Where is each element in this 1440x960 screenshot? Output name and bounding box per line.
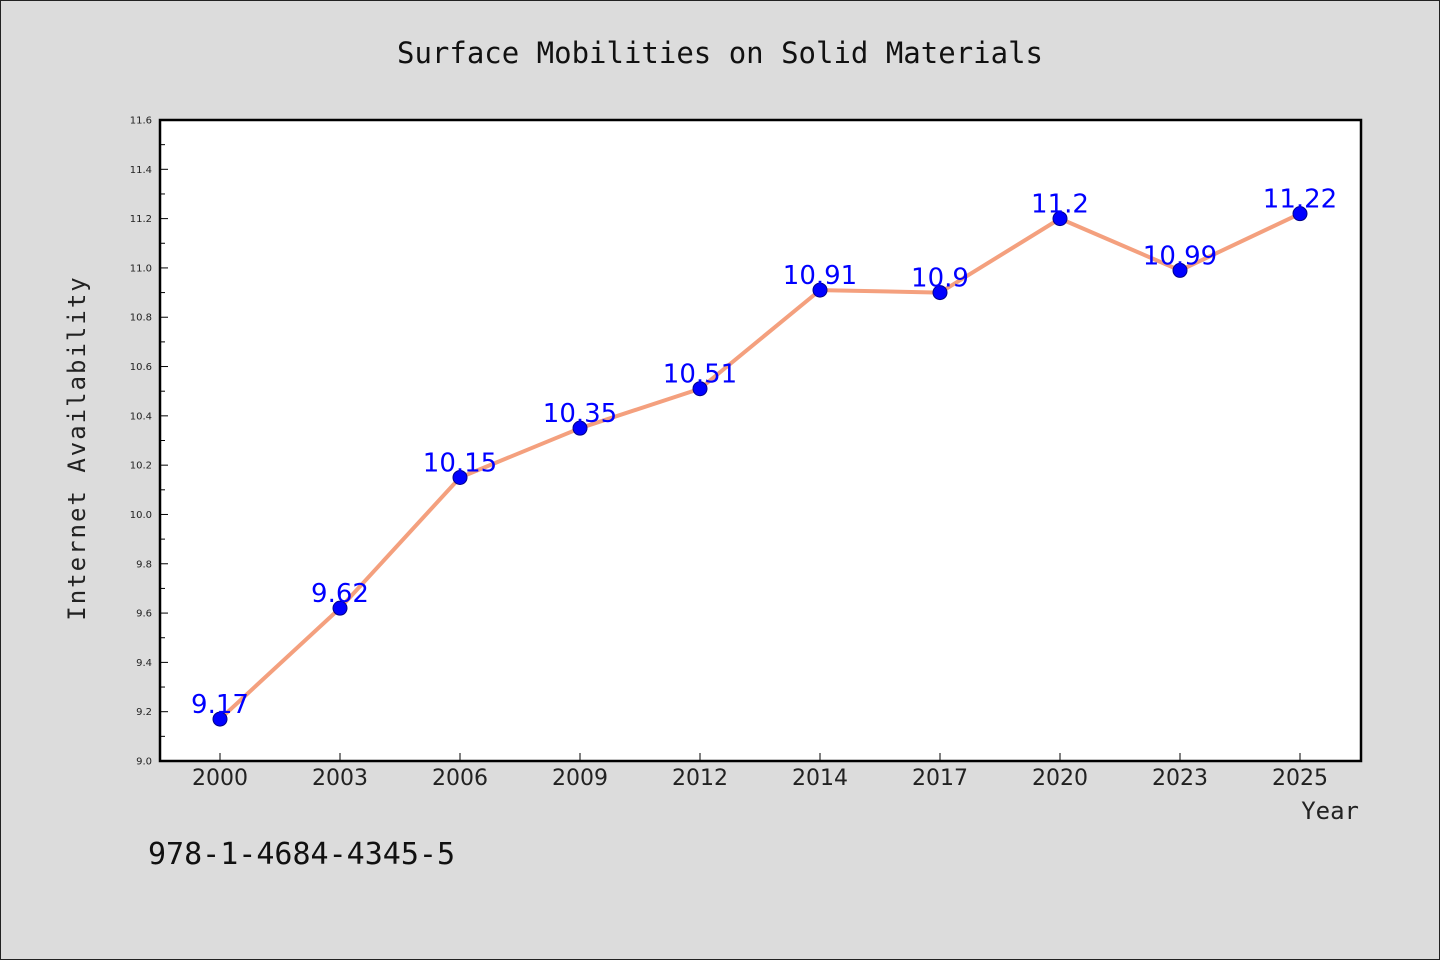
x-tick-label: 2025	[1272, 766, 1328, 791]
y-tick-label: 11.6	[130, 116, 152, 127]
data-point-marker	[452, 469, 468, 485]
y-tick-label: 11.0	[130, 263, 152, 274]
x-tick-label: 2014	[792, 766, 848, 791]
data-label: 10.51	[663, 360, 737, 390]
data-point-marker	[572, 420, 588, 436]
y-tick-label: 10.0	[130, 510, 152, 521]
x-axis-label: Year	[1301, 797, 1359, 825]
data-point-marker	[812, 282, 828, 298]
data-point-marker	[932, 285, 948, 301]
data-labels: 9.17 9.62 10.15 10.35 10.51 10.91 10.9 11.2 10.9…	[191, 185, 1337, 720]
x-tick-label: 2012	[672, 766, 728, 791]
data-point-marker	[332, 600, 348, 616]
y-tick-label: 9.4	[136, 658, 152, 669]
chart-title: Surface Mobilities on Solid Materials	[397, 36, 1043, 70]
y-axis-label: Internet Availability	[63, 275, 91, 620]
series-line	[218, 211, 1301, 721]
y-tick-label: 9.2	[136, 707, 152, 718]
data-label: 10.35	[543, 399, 617, 429]
isbn-footer-text: 978-1-4684-4345-5	[148, 837, 455, 872]
data-point-marker	[1172, 262, 1188, 278]
data-label: 10.9	[911, 264, 969, 294]
x-tick-label: 2009	[552, 766, 608, 791]
data-point-marker	[1292, 206, 1308, 222]
y-tick-label: 10.2	[130, 461, 152, 472]
x-tick-label: 2023	[1152, 766, 1208, 791]
data-label: 9.17	[191, 690, 249, 720]
plot-area	[158, 118, 1363, 763]
y-tick-label: 10.6	[130, 362, 152, 373]
data-label: 9.62	[311, 579, 369, 609]
x-tick-label: 2006	[432, 766, 488, 791]
y-tick-label: 9.6	[136, 609, 152, 620]
series-markers	[212, 206, 1308, 727]
y-tick-label: 11.2	[130, 214, 152, 225]
y-axis: 9.0 9.2 9.4 9.6 9.8 10.0 10.2 10.4 10.6 10.8 11.0 1…	[130, 116, 168, 768]
data-label: 10.91	[783, 261, 857, 291]
data-point-marker	[692, 381, 708, 397]
x-tick-label: 2020	[1032, 766, 1088, 791]
x-axis: 2000 2003 2006 2009 2012 2014 2017 2020 2023 2025	[192, 753, 1328, 791]
data-label: 10.99	[1143, 241, 1217, 271]
x-tick-label: 2003	[312, 766, 368, 791]
y-tick-label: 10.8	[130, 313, 152, 324]
y-tick-label: 11.4	[130, 165, 152, 176]
data-label: 11.22	[1263, 185, 1337, 215]
x-tick-label: 2000	[192, 766, 248, 791]
data-label: 10.15	[423, 448, 497, 478]
data-point-marker	[212, 711, 228, 727]
y-tick-label: 9.0	[136, 757, 152, 768]
y-tick-label: 9.8	[136, 559, 152, 570]
data-point-marker	[1052, 211, 1068, 227]
y-tick-label: 10.4	[130, 411, 152, 422]
data-label: 11.2	[1031, 190, 1089, 220]
x-tick-label: 2017	[912, 766, 968, 791]
